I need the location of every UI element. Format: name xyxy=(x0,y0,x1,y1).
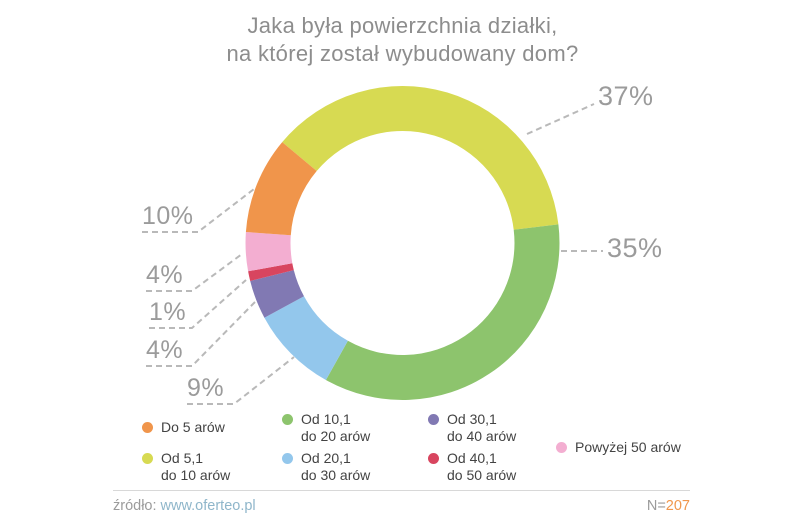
legend-item: Od 20,1 do 30 arów xyxy=(282,450,370,484)
leader-line xyxy=(526,103,595,135)
legend-swatch xyxy=(142,422,153,433)
legend-item: Od 5,1 do 10 arów xyxy=(142,450,230,484)
legend-column: Powyżej 50 arów xyxy=(556,408,726,486)
chart-title: Jaka była powierzchnia działki, na które… xyxy=(0,12,805,68)
percent-label: 9% xyxy=(187,374,225,402)
legend-item: Powyżej 50 arów xyxy=(556,439,681,456)
percent-label: 37% xyxy=(598,81,654,111)
legend-item: Od 40,1 do 50 arów xyxy=(428,450,516,484)
source-link[interactable]: www.oferteo.pl xyxy=(160,498,256,514)
sample-size-value: 207 xyxy=(665,498,690,514)
footer: źródło: www.oferteo.pl N=207 xyxy=(113,490,690,514)
percent-label: 4% xyxy=(146,261,184,289)
legend-item: Do 5 arów xyxy=(142,419,225,436)
legend-swatch xyxy=(142,452,153,464)
chart-title-line1: Jaka była powierzchnia działki, xyxy=(247,13,558,38)
chart-title-line2: na której został wybudowany dom? xyxy=(226,41,579,66)
legend-swatch xyxy=(282,452,293,464)
source-label: źródło: xyxy=(113,498,157,514)
donut-segment-3 xyxy=(250,270,304,318)
legend-item: Od 30,1 do 40 arów xyxy=(428,411,516,445)
percent-label: 1% xyxy=(149,298,187,326)
sample-size: N=207 xyxy=(647,498,690,514)
legend-column: Do 5 arów Od 5,1 do 10 arów xyxy=(142,408,282,486)
legend-label: Od 30,1 do 40 arów xyxy=(447,410,517,444)
donut-segment-5 xyxy=(245,232,293,272)
legend-item: Od 10,1 do 20 arów xyxy=(282,411,370,445)
legend-label: Do 5 arów xyxy=(161,419,225,435)
legend-label: Powyżej 50 arów xyxy=(575,438,681,455)
sample-size-label: N= xyxy=(646,498,666,514)
legend-label: Od 20,1 do 30 arów xyxy=(301,449,371,483)
legend-label: Od 5,1 do 10 arów xyxy=(161,449,231,483)
legend-swatch xyxy=(282,413,293,425)
donut-segment-2 xyxy=(264,296,348,380)
legend-column: Od 30,1 do 40 arów Od 40,1 do 50 arów xyxy=(428,408,556,486)
legend-label: Od 10,1 do 20 arów xyxy=(301,410,371,444)
donut-segment-6 xyxy=(245,142,317,236)
chart-legend: Do 5 arów Od 5,1 do 10 arów Od 10,1 do 20 … xyxy=(142,408,726,486)
donut-segment-4 xyxy=(248,263,294,281)
legend-swatch xyxy=(428,452,439,464)
legend-swatch xyxy=(556,441,567,453)
percent-label: 4% xyxy=(146,336,184,364)
legend-label: Od 40,1 do 50 arów xyxy=(447,449,517,483)
donut-segment-1 xyxy=(325,224,560,400)
percent-label: 35% xyxy=(607,233,663,263)
legend-swatch xyxy=(428,413,439,425)
percent-label: 10% xyxy=(142,202,194,230)
donut-segment-0 xyxy=(282,85,559,230)
legend-column: Od 10,1 do 20 arów Od 20,1 do 30 arów xyxy=(282,408,428,486)
source: źródło: www.oferteo.pl xyxy=(113,498,256,514)
